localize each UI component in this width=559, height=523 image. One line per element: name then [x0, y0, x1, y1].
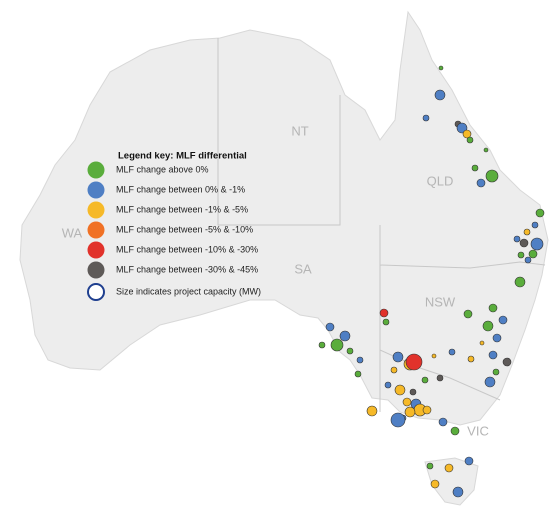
state-label: SA [294, 261, 312, 276]
legend-label: MLF change between -1% & -5% [116, 204, 248, 214]
project-dot [523, 228, 531, 236]
project-dot [422, 405, 432, 415]
project-dot [436, 374, 444, 382]
project-dot [524, 256, 532, 264]
state-borders [217, 38, 546, 412]
project-dot [476, 178, 486, 188]
project-dot [430, 479, 440, 489]
project-dot [434, 89, 446, 101]
project-dot [484, 376, 496, 388]
project-dot [488, 303, 498, 313]
project-dot [384, 381, 392, 389]
project-dot [466, 136, 474, 144]
legend-label: Size indicates project capacity (MW) [116, 286, 261, 296]
legend-label: MLF change between -10% & -30% [116, 244, 258, 254]
project-dot [366, 405, 378, 417]
project-dot [431, 353, 437, 359]
project-dot [528, 249, 538, 259]
legend-title: Legend key: MLF differential [118, 151, 247, 162]
project-dot [479, 340, 485, 346]
project-dot [438, 65, 444, 71]
project-dot [535, 208, 545, 218]
project-dot [471, 164, 479, 172]
project-dot [462, 129, 472, 139]
project-dot [514, 276, 526, 288]
legend-swatch [87, 221, 105, 239]
legend-swatch [87, 201, 105, 219]
project-dot [492, 368, 500, 376]
project-dot [456, 122, 468, 134]
project-dot [404, 406, 416, 418]
legend-label: MLF change above 0% [116, 164, 209, 174]
project-dot [438, 417, 448, 427]
project-dot [394, 384, 406, 396]
project-dot [483, 147, 489, 153]
project-dot [402, 397, 412, 407]
project-dot [409, 388, 417, 396]
project-dot [356, 356, 364, 364]
project-dot [339, 330, 351, 342]
project-dot [464, 456, 474, 466]
project-dot [346, 347, 354, 355]
project-dot [405, 353, 423, 371]
project-dot [448, 348, 456, 356]
project-dot [530, 237, 544, 251]
project-dot [426, 462, 434, 470]
legend-swatch [87, 161, 105, 179]
legend-label: MLF change between -30% & -45% [116, 264, 258, 274]
mainland [19, 10, 549, 426]
legend-swatch [87, 181, 105, 199]
project-dot [379, 308, 389, 318]
project-dot [450, 426, 460, 436]
state-label: NT [291, 123, 308, 138]
legend-label: MLF change between 0% & -1% [116, 184, 245, 194]
legend-size-swatch [87, 283, 105, 301]
projects [318, 65, 545, 498]
state-label: VIC [467, 423, 489, 438]
project-dot [463, 309, 473, 319]
project-dot [325, 322, 335, 332]
project-dot [444, 463, 454, 473]
project-dot [330, 338, 344, 352]
project-dot [390, 366, 398, 374]
project-dot [390, 412, 406, 428]
project-dot [498, 315, 508, 325]
project-dot [392, 351, 404, 363]
project-dot [382, 318, 390, 326]
project-dot [421, 376, 429, 384]
project-dot [485, 169, 499, 183]
state-label: QLD [427, 173, 454, 188]
project-dot [467, 355, 475, 363]
legend: Legend key: MLF differential MLF change … [87, 151, 261, 301]
project-dot [502, 357, 512, 367]
project-dot [482, 320, 494, 332]
state-label: NSW [425, 294, 456, 309]
legend-swatch [87, 241, 105, 259]
project-dot [318, 341, 326, 349]
project-dot [452, 486, 464, 498]
project-dot [517, 251, 525, 259]
legend-label: MLF change between -5% & -10% [116, 224, 253, 234]
project-dot [488, 350, 498, 360]
project-dot [492, 333, 502, 343]
project-dot [519, 238, 529, 248]
project-dot [354, 370, 362, 378]
project-dot [422, 114, 430, 122]
project-dot [531, 221, 539, 229]
project-dot [513, 235, 521, 243]
legend-swatch [87, 261, 105, 279]
state-label: WA [62, 225, 83, 240]
